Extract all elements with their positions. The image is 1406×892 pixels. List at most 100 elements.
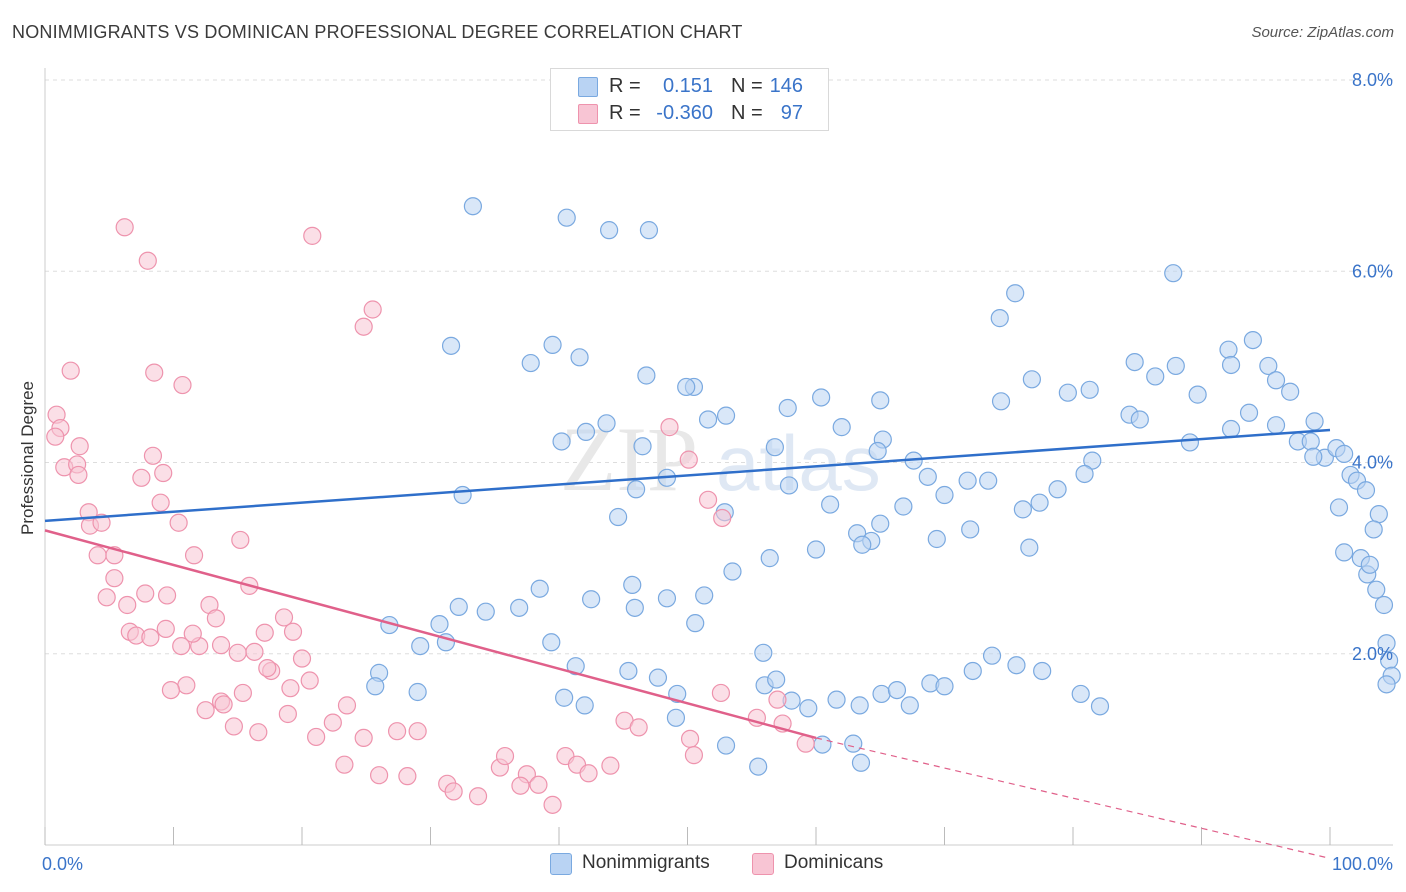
nonimmigrants-swatch (550, 853, 572, 875)
data-point (1377, 675, 1396, 694)
data-point (601, 756, 620, 775)
data-point (1020, 538, 1039, 557)
x-tick-label-min: 0.0% (42, 854, 83, 874)
source-credit: Source: ZipAtlas.com (1251, 24, 1394, 41)
data-point (872, 684, 891, 704)
data-point (660, 418, 679, 437)
data-point (900, 696, 919, 715)
data-point (582, 590, 601, 609)
data-point (555, 688, 574, 707)
data-point (408, 722, 427, 741)
data-point (233, 683, 252, 703)
gridlines (45, 79, 1393, 655)
r-value: -0.360 (656, 102, 713, 124)
trend-line-dominicans (44, 529, 817, 740)
data-point (1071, 684, 1090, 704)
data-point (1075, 464, 1094, 484)
data-point (1022, 370, 1041, 389)
data-point (138, 251, 157, 270)
data-point (812, 388, 831, 407)
data-point (716, 406, 736, 425)
data-point (990, 309, 1009, 328)
tick-labels: 2.0% 4.0% 6.0% 8.0% 0.0% 100.0% (42, 70, 1393, 874)
data-point (1329, 498, 1349, 517)
data-point (354, 728, 373, 748)
data-point (196, 701, 215, 720)
data-point (354, 317, 373, 336)
data-point (88, 546, 107, 565)
data-point (806, 540, 826, 559)
data-point (115, 218, 134, 237)
data-point (566, 657, 585, 676)
data-point (1033, 661, 1052, 681)
data-point (224, 717, 243, 736)
data-point (768, 690, 787, 709)
data-point (552, 432, 571, 451)
data-point (557, 208, 576, 227)
data-point (249, 723, 268, 742)
n-value: 97 (780, 102, 803, 124)
data-point (156, 619, 175, 638)
data-point (173, 375, 192, 395)
data-point (991, 392, 1011, 411)
data-point (157, 586, 177, 605)
data-point (871, 391, 890, 410)
data-point (713, 508, 732, 528)
data-point (46, 427, 65, 446)
data-point (258, 658, 277, 678)
data-point (1080, 380, 1099, 399)
data-point (542, 633, 561, 652)
data-point (430, 615, 449, 634)
y-tick-label: 6.0% (1352, 261, 1393, 281)
data-point (1146, 367, 1165, 386)
series-nonimmigrants (366, 197, 1401, 776)
data-point (597, 414, 616, 433)
data-point (570, 348, 589, 367)
data-point (1058, 383, 1077, 402)
data-point (918, 467, 937, 486)
data-point (177, 676, 196, 695)
x-tick-label-max: 100.0% (1332, 854, 1393, 874)
data-point (723, 562, 742, 581)
data-point (754, 643, 773, 662)
data-point (961, 520, 980, 539)
data-point (69, 465, 88, 485)
data-point (609, 507, 628, 527)
n-label: N = (731, 102, 763, 124)
data-point (1219, 340, 1238, 359)
data-point (411, 636, 430, 656)
data-point (387, 722, 407, 741)
data-point (579, 764, 598, 783)
data-point (1335, 444, 1354, 463)
data-point (666, 708, 686, 727)
data-point (141, 628, 160, 647)
data-point (871, 514, 890, 533)
data-point (1364, 520, 1383, 539)
axes (44, 68, 1393, 846)
data-point (677, 377, 696, 397)
data-point (453, 485, 472, 505)
data-point (1083, 451, 1102, 470)
data-point (600, 221, 619, 240)
data-point (680, 729, 700, 748)
data-point (363, 300, 382, 319)
legend-nonimmigrants: Nonimmigrants (582, 852, 710, 873)
data-point (639, 221, 659, 240)
data-point (778, 398, 797, 418)
data-point (576, 422, 596, 441)
r-value: 0.151 (662, 75, 713, 97)
data-point (887, 680, 907, 700)
data-point (154, 463, 173, 483)
data-point (323, 713, 342, 732)
data-point (1266, 416, 1286, 435)
data-point (441, 336, 461, 355)
data-point (1369, 505, 1388, 524)
data-point (300, 671, 319, 690)
pink-swatch (578, 104, 598, 124)
data-point (92, 513, 111, 532)
legend-row-nonimmigrants: R = 0.151 N = 146 (551, 73, 828, 99)
data-point (398, 767, 417, 786)
data-point (698, 490, 718, 509)
data-point (623, 575, 642, 595)
